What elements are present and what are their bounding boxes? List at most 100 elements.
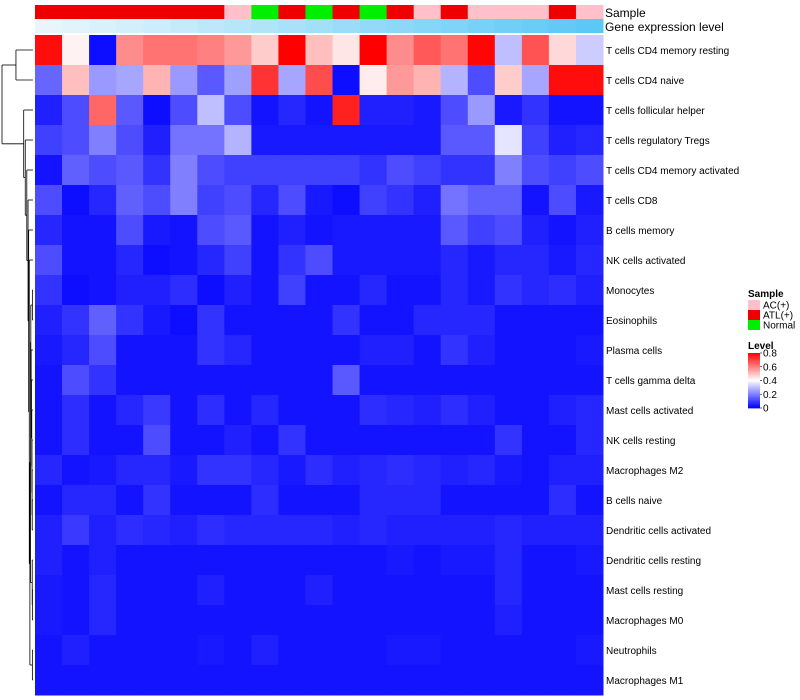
heatmap-cell: [197, 365, 225, 396]
heatmap-cell: [62, 185, 90, 216]
heatmap-cell: [116, 305, 144, 336]
row-label: Mast cells activated: [606, 406, 693, 417]
heatmap-cell: [89, 335, 117, 366]
heatmap-cell: [170, 515, 198, 546]
sample-cell: [116, 5, 144, 19]
heatmap-cell: [305, 305, 334, 336]
heatmap-cell: [89, 545, 117, 576]
heatmap-cell: [332, 155, 361, 186]
heatmap-cell: [278, 455, 306, 486]
heatmap-cell: [224, 515, 252, 546]
heatmap-cell: [224, 95, 252, 126]
heatmap-cell: [413, 395, 442, 426]
heatmap-cell: [467, 335, 496, 366]
heatmap-cell: [143, 125, 171, 156]
level-tick-label: 0.4: [763, 376, 777, 387]
heatmap-cell: [251, 605, 279, 636]
heatmap-cell: [440, 635, 469, 666]
heatmap-cell: [548, 485, 577, 516]
level-tick-label: 0.2: [763, 390, 777, 401]
heatmap-cell: [575, 275, 604, 306]
level-bar-segment: [748, 394, 760, 397]
sample-legend-label: ATL(+): [763, 311, 793, 322]
expression-level-cell: [440, 19, 469, 33]
heatmap-cell: [89, 365, 117, 396]
heatmap-cell: [467, 455, 496, 486]
heatmap-cell: [440, 515, 469, 546]
level-bar-segment: [748, 402, 760, 405]
heatmap-cell: [575, 125, 604, 156]
heatmap-cell: [467, 425, 496, 456]
heatmap-cell: [197, 245, 225, 276]
heatmap-cell: [386, 635, 415, 666]
heatmap-cell: [413, 575, 442, 606]
heatmap-cell: [386, 65, 415, 96]
heatmap-cell: [251, 545, 279, 576]
heatmap-cell: [548, 35, 577, 66]
heatmap-cell: [278, 425, 306, 456]
heatmap-cell: [278, 605, 306, 636]
heatmap-cell: [170, 275, 198, 306]
heatmap-cell: [305, 65, 334, 96]
heatmap-cell: [359, 35, 388, 66]
heatmap-cell: [332, 245, 361, 276]
sample-legend-label: Normal: [763, 321, 795, 332]
heatmap-cell: [494, 365, 523, 396]
heatmap-cell: [224, 395, 252, 426]
heatmap-cell: [35, 215, 63, 246]
heatmap-cell: [494, 635, 523, 666]
heatmap-cell: [251, 455, 279, 486]
heatmap-cell: [332, 545, 361, 576]
heatmap-cell: [332, 305, 361, 336]
level-bar-segment: [748, 397, 760, 399]
heatmap-cell: [494, 455, 523, 486]
heatmap-cell: [386, 425, 415, 456]
heatmap-cell: [494, 515, 523, 546]
heatmap-cell: [440, 95, 469, 126]
heatmap-cell: [359, 365, 388, 396]
heatmap-cell: [332, 125, 361, 156]
heatmap-cell: [89, 665, 117, 696]
heatmap-cell: [413, 185, 442, 216]
heatmap-cell: [440, 305, 469, 336]
heatmap-cell: [494, 155, 523, 186]
heatmap-cell: [35, 545, 63, 576]
heatmap-cell: [494, 245, 523, 276]
heatmap-cell: [197, 125, 225, 156]
heatmap-cell: [278, 185, 306, 216]
heatmap-cell: [467, 395, 496, 426]
heatmap-cell: [386, 275, 415, 306]
heatmap-cell: [35, 455, 63, 486]
sample-cell: [278, 5, 306, 19]
heatmap-cell: [116, 125, 144, 156]
heatmap-cell: [62, 155, 90, 186]
heatmap-cell: [521, 635, 550, 666]
row-label: Dendritic cells resting: [606, 556, 701, 567]
heatmap-cell: [143, 665, 171, 696]
level-bar-segment: [748, 406, 760, 409]
heatmap-cell: [359, 545, 388, 576]
heatmap-cell: [494, 95, 523, 126]
heatmap-cell: [359, 665, 388, 696]
heatmap-cell: [494, 35, 523, 66]
sample-cell: [413, 5, 442, 19]
heatmap-cell: [386, 485, 415, 516]
heatmap-cell: [62, 335, 90, 366]
heatmap-cell: [116, 65, 144, 96]
heatmap-cell: [224, 545, 252, 576]
heatmap-cell: [116, 245, 144, 276]
expression-level-cell: [494, 19, 523, 33]
heatmap-cell: [521, 215, 550, 246]
expression-level-cell: [170, 19, 198, 33]
heatmap-cell: [332, 335, 361, 366]
row-label: T cells CD4 memory activated: [606, 166, 739, 177]
heatmap-cell: [305, 665, 334, 696]
heatmap-cell: [143, 95, 171, 126]
heatmap-cell: [575, 425, 604, 456]
heatmap-cell: [494, 425, 523, 456]
row-label: T cells gamma delta: [606, 376, 696, 387]
sample-cell: [386, 5, 415, 19]
heatmap-cell: [305, 185, 334, 216]
heatmap-cell: [467, 185, 496, 216]
